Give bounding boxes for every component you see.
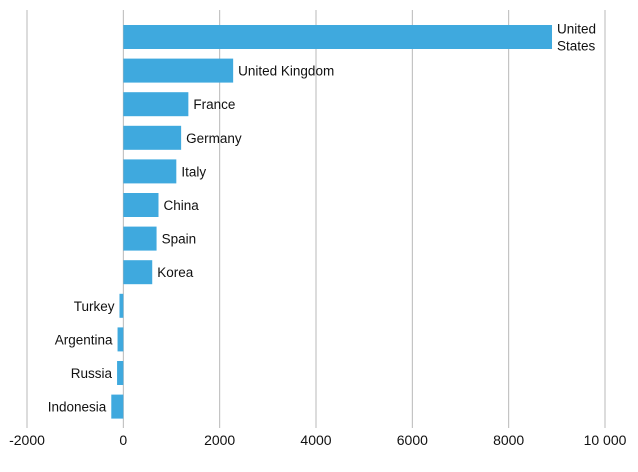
category-label: Germany xyxy=(186,131,242,146)
bar xyxy=(123,193,159,217)
x-tick-label: -2000 xyxy=(9,432,45,448)
x-tick-label: 2000 xyxy=(204,432,235,448)
bar xyxy=(119,293,124,318)
bar xyxy=(123,58,234,83)
x-axis-tick-labels: -2000 0 2000 4000 6000 8000 10 000 xyxy=(9,432,627,448)
category-label-line: United xyxy=(557,22,596,37)
bars xyxy=(111,25,553,419)
category-label: Argentina xyxy=(55,332,113,347)
bar xyxy=(123,226,157,251)
category-label: Turkey xyxy=(74,299,115,314)
x-tick-label: 4000 xyxy=(300,432,331,448)
bar xyxy=(123,159,177,184)
bar xyxy=(117,327,124,352)
x-tick-label: 0 xyxy=(119,432,127,448)
category-label: Russia xyxy=(71,366,113,381)
category-label: Korea xyxy=(157,265,194,280)
category-label: France xyxy=(193,97,235,112)
x-tick-label: 6000 xyxy=(397,432,428,448)
category-label: United Kingdom xyxy=(238,64,334,79)
bar xyxy=(111,394,124,419)
category-labels: United States United Kingdom France Germany I… xyxy=(48,22,596,415)
x-tick-label: 10 000 xyxy=(584,432,627,448)
category-label: Indonesia xyxy=(48,400,107,415)
x-tick-label: 8000 xyxy=(493,432,524,448)
category-label: Spain xyxy=(162,232,197,247)
bar xyxy=(117,361,124,385)
bar xyxy=(123,260,153,285)
bar xyxy=(123,25,553,49)
bar xyxy=(123,92,189,117)
category-label-line: States xyxy=(557,39,596,54)
category-label: China xyxy=(163,198,199,213)
bar xyxy=(123,125,182,150)
category-label: Italy xyxy=(181,164,206,179)
category-label: United States xyxy=(557,22,596,54)
